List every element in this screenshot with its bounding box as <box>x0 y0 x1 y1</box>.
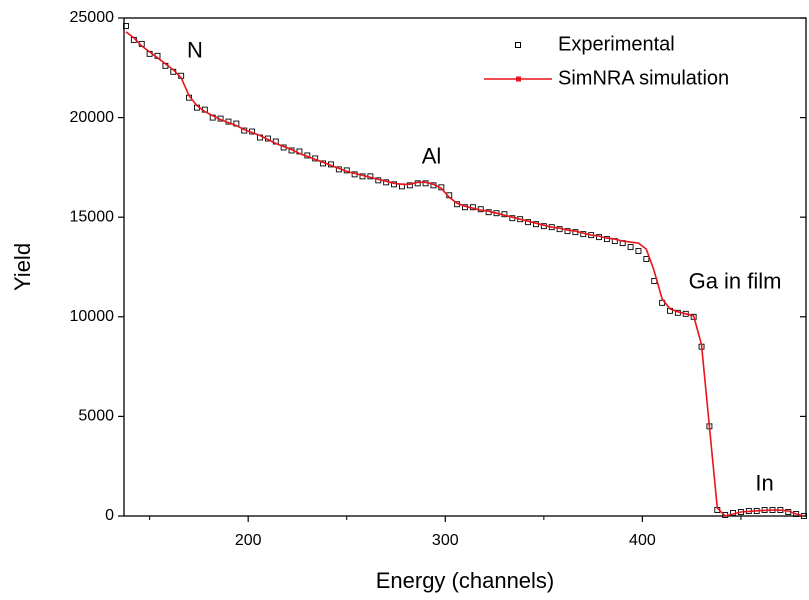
legend-label: SimNRA simulation <box>558 67 729 89</box>
x-tick-label: 400 <box>629 532 656 549</box>
data-point <box>123 23 129 29</box>
data-point <box>627 244 634 251</box>
plot-frame <box>123 17 807 517</box>
y-tick-label: 15000 <box>70 208 115 225</box>
data-point <box>690 313 697 320</box>
x-tick-label: 300 <box>432 532 459 549</box>
y-tick-label: 0 <box>105 507 114 524</box>
y-axis-label: Yield <box>10 243 35 291</box>
legend-marker <box>516 76 521 82</box>
data-point <box>635 248 642 255</box>
y-tick-label: 5000 <box>78 408 114 425</box>
y-tick-label: 20000 <box>70 109 115 126</box>
data-point <box>643 256 650 262</box>
legend-marker <box>515 42 521 48</box>
x-axis-label: Energy (channels) <box>376 568 555 593</box>
legend-label: Experimental <box>558 33 675 55</box>
annotation: In <box>755 471 773 496</box>
x-tick-label: 200 <box>235 532 262 549</box>
y-tick-label: 25000 <box>70 9 115 26</box>
data-point <box>406 182 413 189</box>
y-tick-label: 10000 <box>70 308 115 325</box>
annotation: N <box>187 38 203 63</box>
simulation-line <box>125 31 805 517</box>
annotation: Al <box>422 143 442 168</box>
annotation: Ga in film <box>689 269 782 294</box>
